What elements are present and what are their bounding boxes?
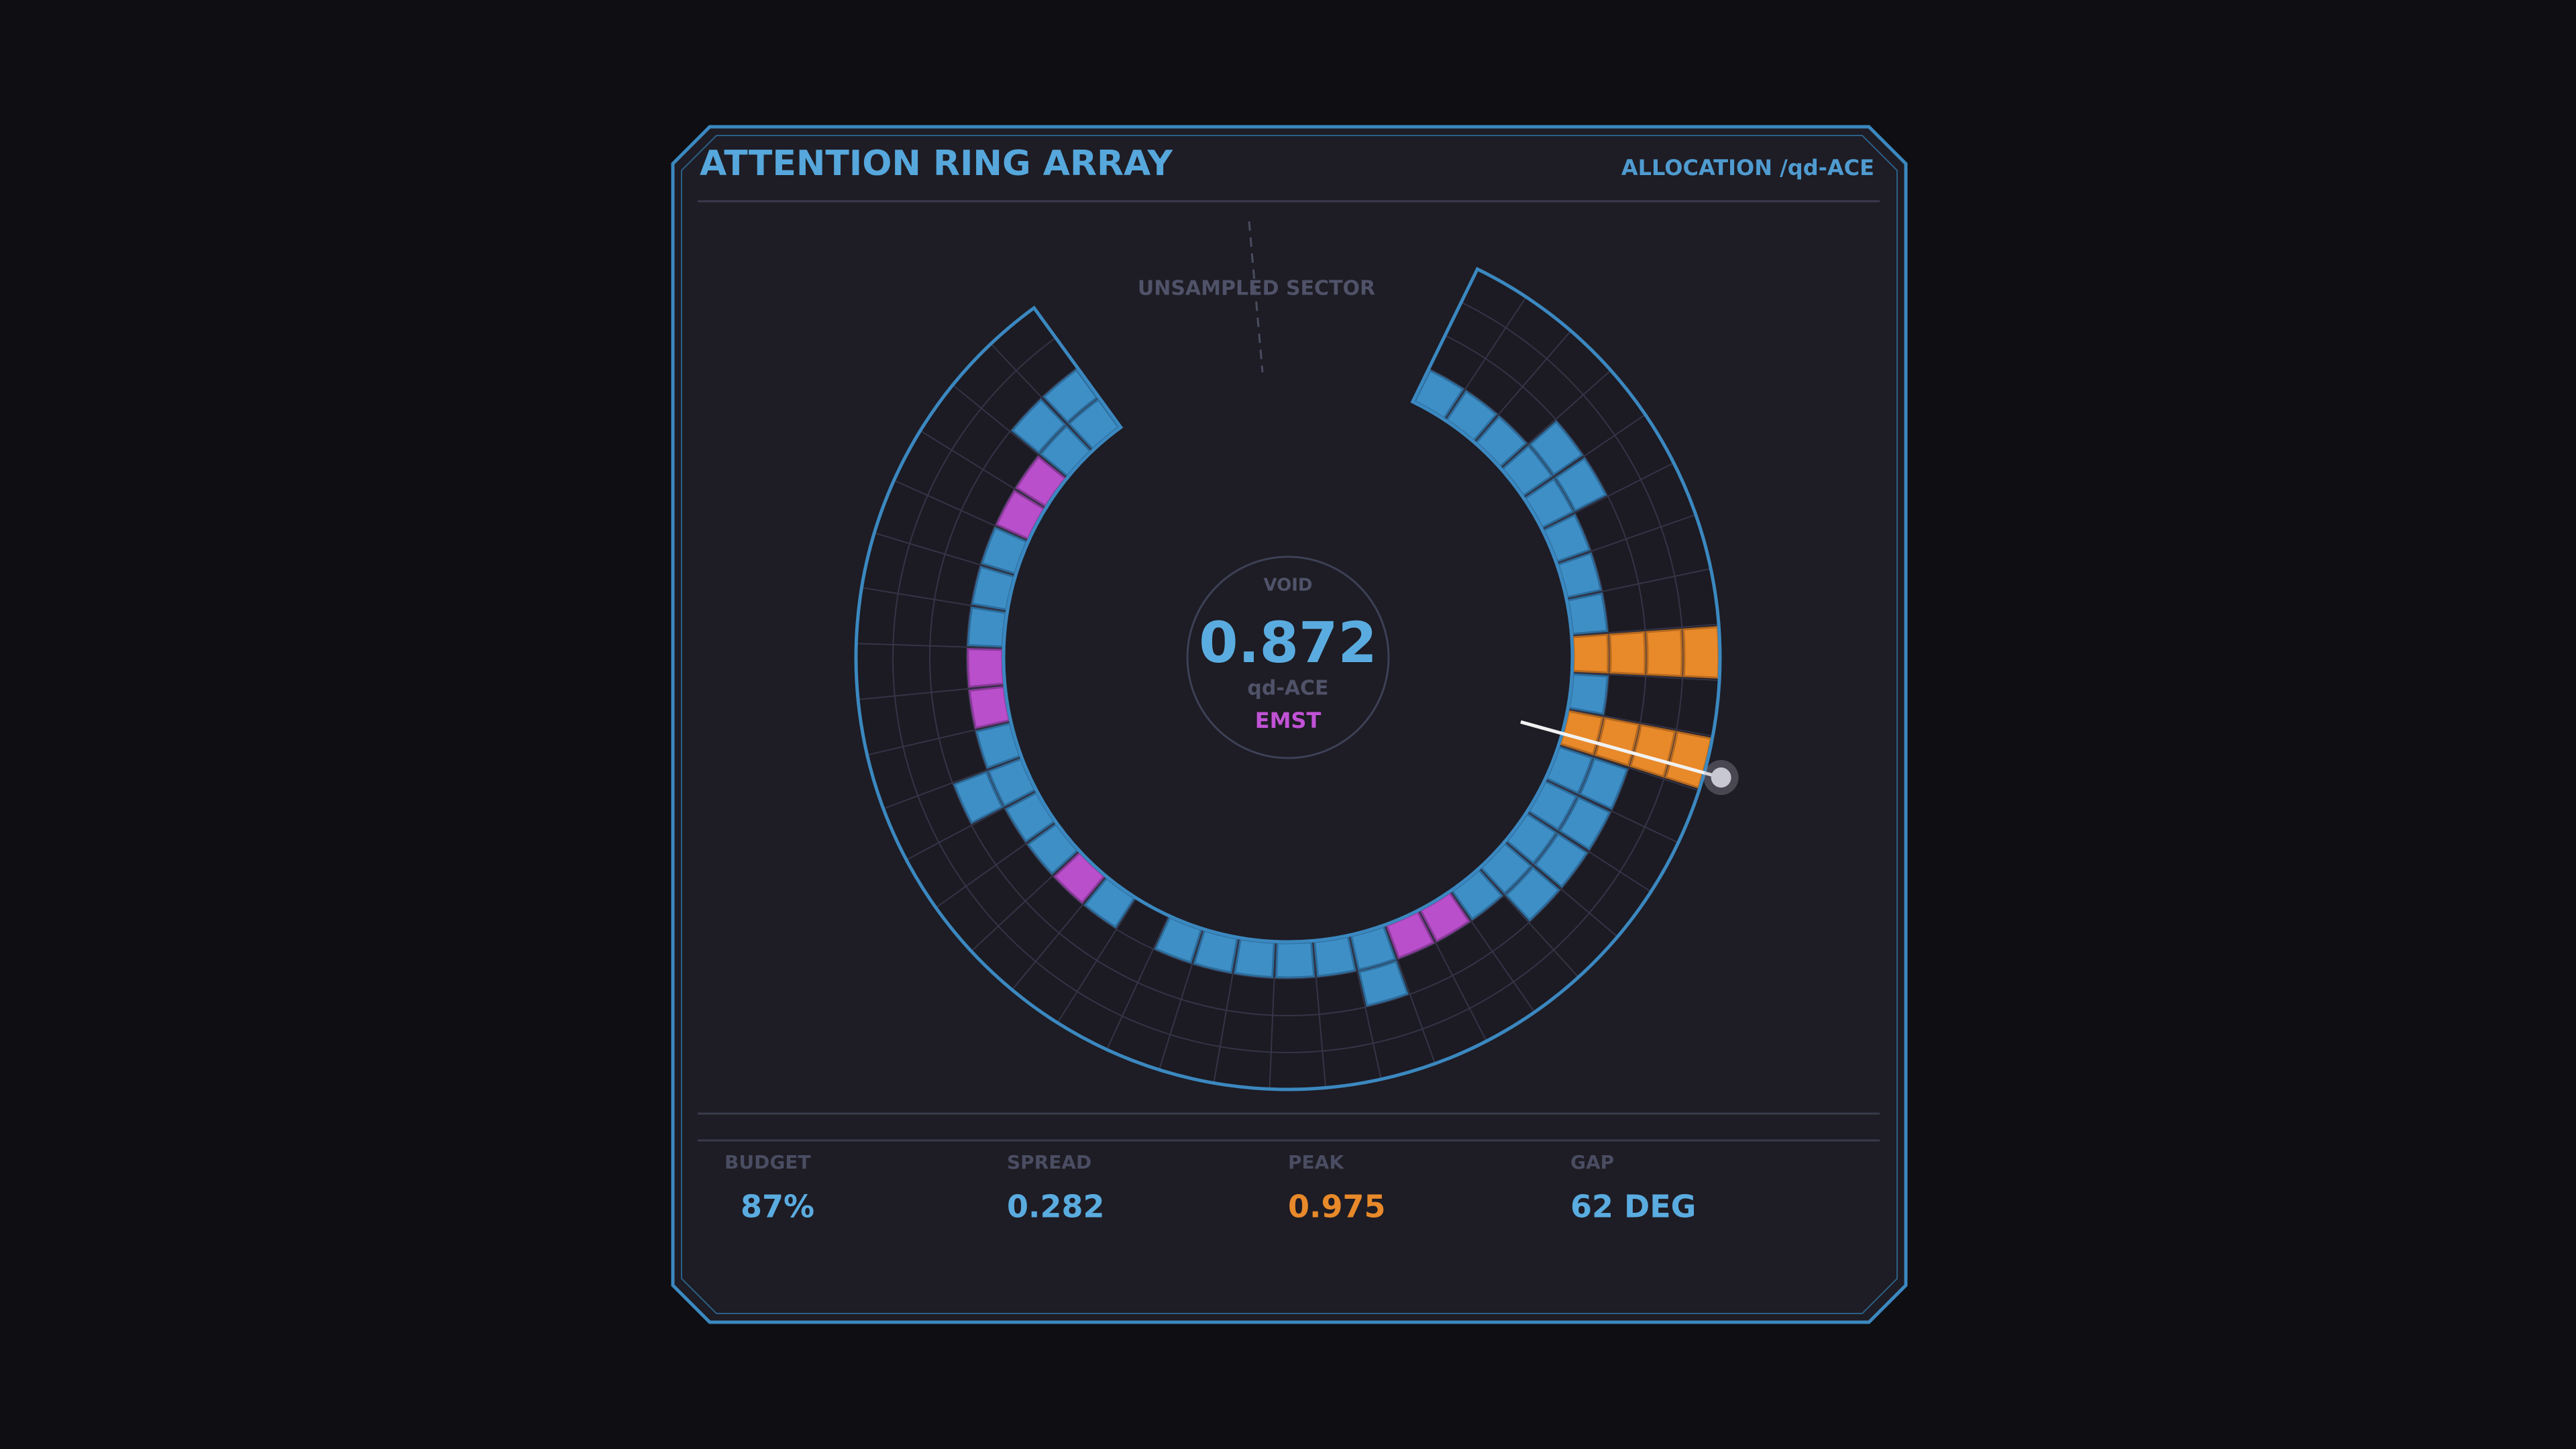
sector-grid xyxy=(857,684,1006,700)
stat-label: SPREAD xyxy=(1007,1151,1091,1173)
sector-grid xyxy=(935,821,1057,908)
ring-cell xyxy=(1629,724,1676,778)
ring-cell xyxy=(1572,633,1609,674)
sector-grid xyxy=(883,756,1022,810)
ring-cell xyxy=(1566,592,1608,635)
stat-label: GAP xyxy=(1570,1151,1614,1173)
sector-grid xyxy=(1479,867,1579,978)
sector-grid xyxy=(971,850,1080,952)
sector-grid xyxy=(1311,941,1327,1088)
sector-grid xyxy=(1417,910,1487,1042)
sector-grid xyxy=(952,384,1068,479)
center-mode: EMST xyxy=(1255,708,1322,733)
sector-grid xyxy=(1523,414,1646,498)
ring-cell xyxy=(1529,420,1584,476)
ring-cell xyxy=(953,771,1004,824)
sector-grid xyxy=(1384,924,1436,1064)
sector-grid xyxy=(1542,462,1674,531)
sector-grid xyxy=(1526,811,1652,893)
sector-grid xyxy=(1572,672,1720,682)
sector-grid xyxy=(1269,941,1277,1089)
sector-grid xyxy=(1473,330,1572,443)
sector-grid xyxy=(1567,708,1713,737)
center-value: 0.872 xyxy=(1199,610,1377,676)
sector-grid xyxy=(1544,778,1679,844)
stat-value: 62 DEG xyxy=(1570,1189,1696,1225)
subtitle: ALLOCATION /qd-ACE xyxy=(1621,155,1874,180)
sector-grid xyxy=(1444,297,1527,421)
sector-grid xyxy=(1348,934,1382,1080)
sector-grid xyxy=(1504,841,1618,938)
sector-grid xyxy=(1558,744,1699,792)
sector-grid xyxy=(920,430,1046,509)
sector-grid xyxy=(1566,568,1711,600)
panel-inner-frame xyxy=(681,135,1898,1314)
sector-grid xyxy=(1500,370,1611,469)
ring-cell xyxy=(1358,960,1409,1007)
ring-cell xyxy=(968,686,1011,729)
ring-cell xyxy=(1609,631,1646,676)
sector-grid xyxy=(861,586,1008,612)
ring-cell xyxy=(1505,866,1560,922)
sector-grid xyxy=(1057,898,1137,1024)
stat-label: PEAK xyxy=(1288,1151,1344,1173)
ring-cell xyxy=(1011,398,1067,454)
sector-grid xyxy=(990,343,1093,451)
stat-label: BUDGET xyxy=(724,1151,811,1173)
stat-value: 0.975 xyxy=(1288,1189,1386,1225)
ring-outline xyxy=(854,266,1722,1091)
ring-cell xyxy=(1568,673,1609,715)
stat-value: 87% xyxy=(741,1189,814,1225)
title: ATTENTION RING ARRAY xyxy=(700,144,1173,184)
ring-array xyxy=(854,266,1739,1091)
sector-grid xyxy=(1450,890,1536,1013)
ring-cell xyxy=(1594,716,1640,767)
ring-cell xyxy=(1558,796,1611,851)
sector-grid xyxy=(874,532,1016,576)
cursor-line xyxy=(1520,720,1722,780)
ring-cell xyxy=(1275,941,1316,979)
cursor-dot xyxy=(1711,767,1731,788)
unsampled-label: UNSAMPLED SECTOR xyxy=(1138,277,1375,301)
ring-cell xyxy=(1234,938,1275,979)
sector-grid xyxy=(1213,937,1240,1083)
ring-cell xyxy=(1646,628,1683,678)
ring-cell xyxy=(1554,457,1607,512)
unsampled-marker xyxy=(1248,221,1264,373)
ring-cell xyxy=(1313,935,1356,977)
sector-grid xyxy=(867,720,1012,756)
ring-cell xyxy=(967,606,1007,648)
sector-grid xyxy=(1158,928,1204,1070)
ring-cell xyxy=(1042,368,1098,423)
ring-cell xyxy=(1682,626,1720,679)
sector-grid xyxy=(1556,514,1697,564)
sector-grid xyxy=(1011,875,1107,991)
center-label: VOID xyxy=(1263,576,1312,596)
center-dial xyxy=(1186,555,1390,759)
sector-grid xyxy=(894,480,1029,542)
ring-cell xyxy=(1578,757,1628,810)
sector-grid xyxy=(906,790,1037,861)
ring-cell xyxy=(1534,833,1589,888)
stat-value: 0.282 xyxy=(1007,1189,1105,1225)
sector-grid xyxy=(856,643,1004,649)
ring-cell xyxy=(967,647,1005,688)
sector-grid xyxy=(1571,623,1719,637)
sector-grid xyxy=(1106,915,1170,1051)
center-unit: qd-ACE xyxy=(1247,677,1328,700)
stats-row: BUDGET 87% SPREAD 0.282 PEAK 0.975 GAP 62 DEG xyxy=(724,1151,1696,1225)
